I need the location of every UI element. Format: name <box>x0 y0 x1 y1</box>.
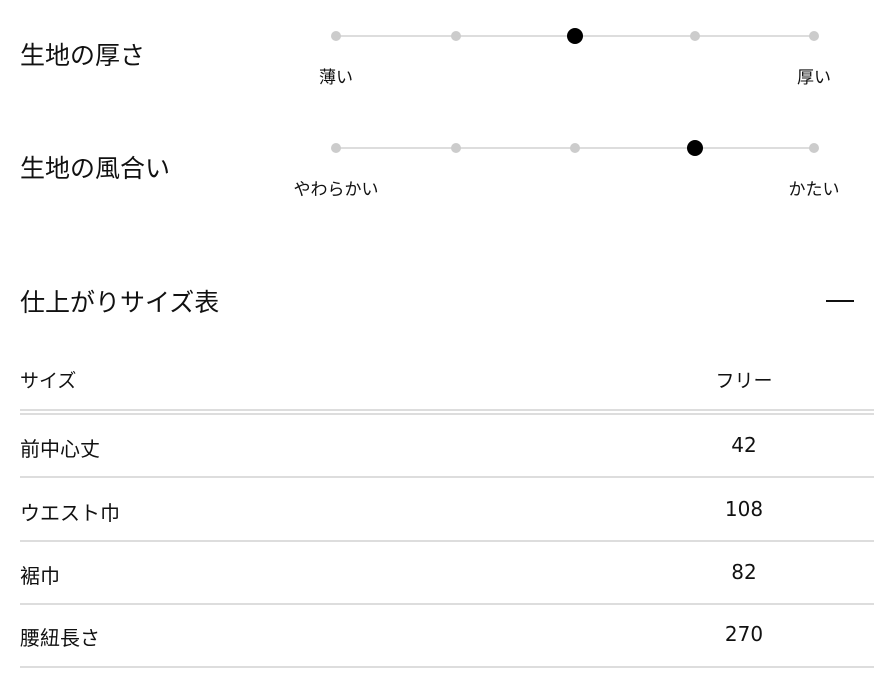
row-value: 82 <box>731 560 757 584</box>
rating-title: 生地の厚さ <box>20 41 146 70</box>
collapse-minus-icon[interactable] <box>826 300 854 302</box>
divider <box>20 413 874 415</box>
rating-dot <box>450 143 461 153</box>
divider <box>20 603 874 605</box>
header-value: フリー <box>715 370 773 392</box>
row-label: 裾巾 <box>20 564 60 588</box>
rating-dot <box>570 143 580 153</box>
divider <box>20 540 874 542</box>
rating-dot <box>689 31 700 41</box>
rating-dot <box>809 31 819 41</box>
divider <box>20 666 874 668</box>
rating-min-label: 薄い <box>319 68 353 88</box>
row-label: 前中心丈 <box>20 437 100 461</box>
rating-min-label: やわらかい <box>293 180 379 200</box>
rating-max-label: かたい <box>788 180 840 200</box>
row-label: ウエスト巾 <box>20 501 120 525</box>
row-value: 270 <box>724 622 764 646</box>
rating-max-label: 厚い <box>797 68 831 88</box>
section-title[interactable]: 仕上がりサイズ表 <box>20 288 220 317</box>
rating-dot <box>450 31 461 41</box>
row-value: 108 <box>724 497 764 521</box>
divider <box>20 409 874 411</box>
rating-dot <box>331 31 341 41</box>
header-label: サイズ <box>20 370 77 392</box>
divider <box>20 476 874 478</box>
rating-dot <box>809 143 819 153</box>
rating-dot <box>331 143 341 153</box>
rating-dot-selected <box>686 140 703 156</box>
row-value: 42 <box>731 433 757 457</box>
rating-title: 生地の風合い <box>20 154 171 183</box>
rating-dot-selected <box>567 28 583 44</box>
row-label: 腰紐長さ <box>20 626 100 650</box>
